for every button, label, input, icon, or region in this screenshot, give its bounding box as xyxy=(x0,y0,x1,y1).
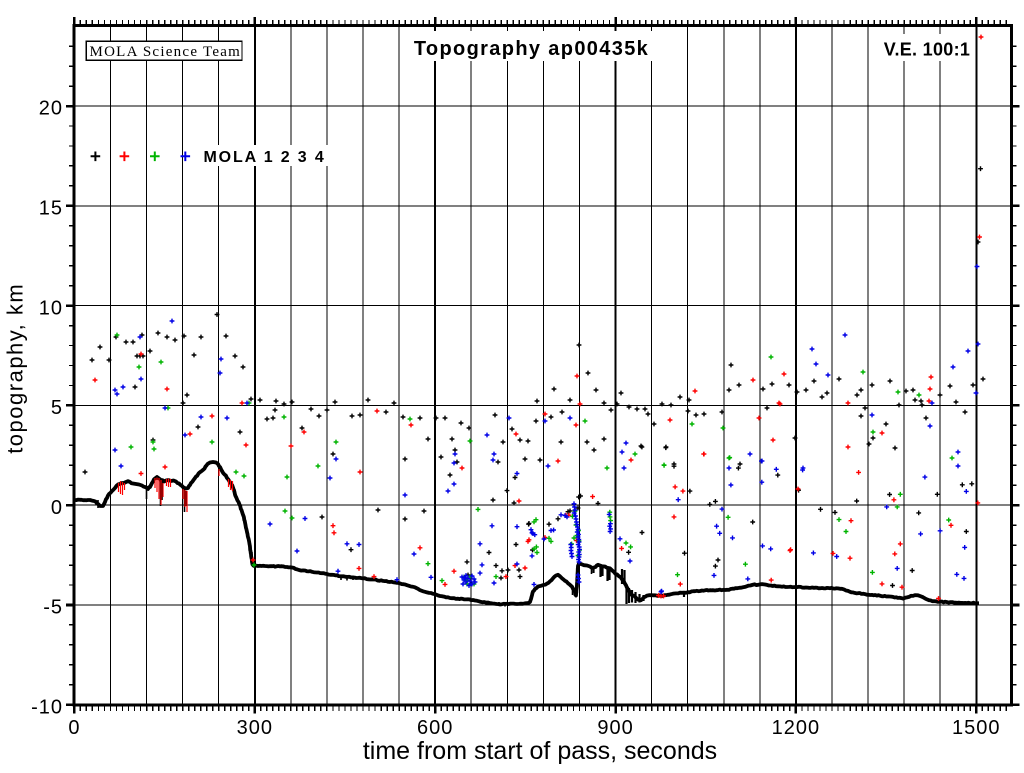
svg-text:0: 0 xyxy=(68,717,80,739)
svg-text:10: 10 xyxy=(39,297,63,319)
svg-text:0: 0 xyxy=(51,497,63,519)
svg-text:5: 5 xyxy=(51,397,63,419)
svg-text:-10: -10 xyxy=(31,696,63,718)
svg-text:Topography ap00435k: Topography ap00435k xyxy=(414,38,649,60)
svg-text:1500: 1500 xyxy=(952,717,1001,739)
svg-text:15: 15 xyxy=(39,198,63,220)
svg-text:MOLA 1 2 3 4: MOLA 1 2 3 4 xyxy=(204,149,326,166)
svg-text:600: 600 xyxy=(417,717,453,739)
svg-text:topography, km: topography, km xyxy=(3,283,28,454)
svg-text:time from start of pass, secon: time from start of pass, seconds xyxy=(363,737,717,765)
svg-text:-5: -5 xyxy=(43,597,63,619)
svg-text:900: 900 xyxy=(597,717,633,739)
svg-text:V.E. 100:1: V.E. 100:1 xyxy=(884,40,970,60)
svg-text:1200: 1200 xyxy=(772,717,821,739)
svg-text:300: 300 xyxy=(237,717,273,739)
svg-text:20: 20 xyxy=(39,98,63,120)
svg-text:MOLA Science Team: MOLA Science Team xyxy=(90,44,242,60)
